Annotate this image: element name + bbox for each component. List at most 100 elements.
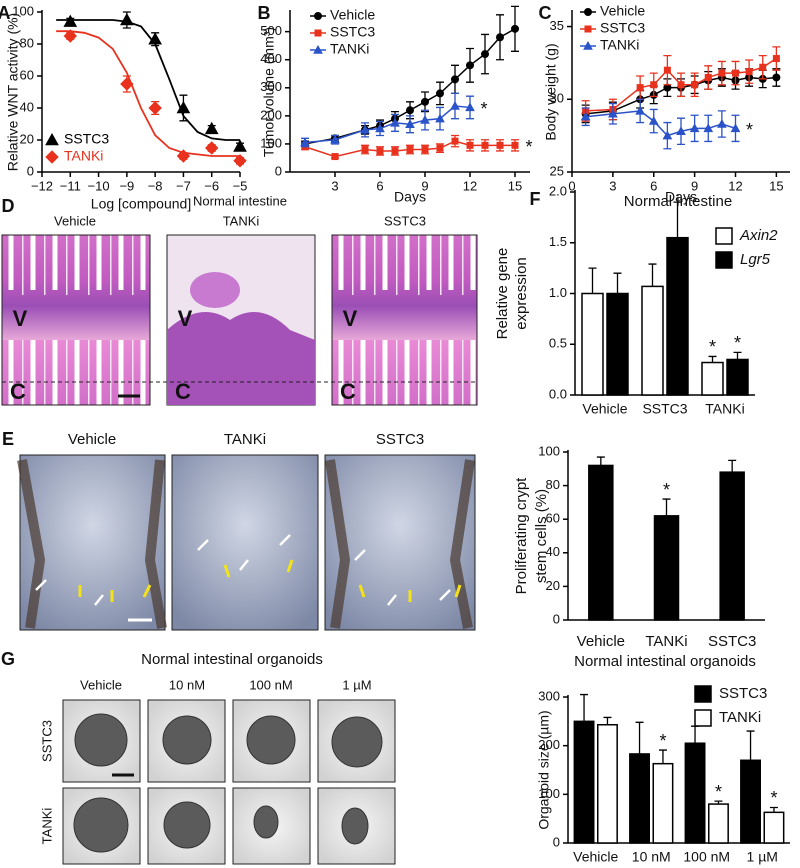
significance: * — [480, 99, 487, 119]
x-tick-label: 0 — [568, 178, 575, 193]
y-axis-label: Proliferating crypt — [513, 477, 530, 595]
y-tick-label: 0 — [27, 163, 34, 178]
x-tick-label: −7 — [176, 178, 191, 193]
marker — [691, 81, 699, 89]
significance: * — [659, 731, 666, 751]
bar — [708, 803, 729, 844]
legend-label: TANKi — [64, 148, 103, 164]
y-tick-label: 25 — [550, 163, 564, 178]
bar — [701, 361, 724, 396]
significance: * — [770, 788, 777, 808]
x-tick-label: −6 — [204, 178, 219, 193]
marker — [772, 73, 781, 82]
marker — [233, 154, 247, 168]
panel-letter: F — [530, 189, 541, 209]
marker — [584, 8, 592, 16]
marker — [745, 68, 753, 76]
marker — [496, 141, 504, 149]
y-tick-label: 400 — [260, 51, 282, 66]
column-label: Vehicle — [80, 677, 122, 692]
error-bar — [658, 749, 667, 764]
marker — [584, 25, 592, 33]
fit-curve — [56, 19, 240, 141]
series-line — [585, 110, 736, 137]
stain — [17, 459, 475, 629]
panel-letter: E — [2, 429, 14, 449]
column-label: TANKi — [224, 431, 266, 448]
bar — [740, 759, 762, 844]
y-axis-label: Relative WNT activity (%) — [5, 13, 21, 171]
region-label: C — [340, 379, 356, 404]
error-bar — [746, 730, 755, 761]
x-tick-label: 1 µM — [747, 849, 778, 865]
region-label: V — [13, 306, 28, 331]
bar — [588, 464, 614, 621]
y-tick-label: 200 — [260, 107, 282, 122]
marker — [375, 123, 385, 133]
column-label: SSTC3 — [384, 213, 426, 228]
y-tick-label: 100 — [12, 3, 34, 18]
bar — [653, 515, 680, 621]
x-tick-label: Vehicle — [577, 633, 625, 650]
organoid — [73, 713, 383, 853]
marker — [648, 116, 659, 125]
marker — [662, 130, 673, 140]
marker — [405, 119, 415, 128]
image-vehicle — [19, 454, 166, 631]
x-tick-label: 100 nM — [683, 849, 730, 865]
legend-swatch — [715, 227, 733, 245]
error-bar — [588, 267, 597, 294]
x-tick-label: −5 — [233, 178, 248, 193]
y-axis-label: Tumor volume (mm³) — [261, 27, 277, 157]
significance: * — [709, 337, 716, 357]
image — [147, 699, 226, 783]
error-bar — [580, 693, 589, 722]
error-bar — [613, 272, 622, 294]
marker — [314, 29, 322, 37]
marker — [717, 118, 727, 128]
significance: * — [734, 333, 741, 353]
y-tick-label: 30 — [550, 91, 564, 106]
y-tick-label: 20 — [546, 578, 560, 593]
legend-label: Axin2 — [739, 227, 778, 244]
x-tick-label: Vehicle — [573, 849, 618, 865]
image-vehicle — [1, 234, 151, 406]
marker — [314, 12, 322, 20]
panel-letter: A — [0, 3, 11, 23]
legend-label: Vehicle — [600, 3, 645, 19]
error-bar — [662, 498, 671, 516]
y-tick-label: 200 — [538, 737, 560, 752]
bar — [641, 285, 664, 396]
x-tick-label: SSTC3 — [642, 401, 687, 417]
legend-label: TANKi — [719, 709, 761, 726]
marker — [421, 97, 429, 106]
region-label: C — [10, 379, 26, 404]
marker — [63, 14, 78, 27]
chart-title: Normal intestinal organoids — [574, 653, 756, 670]
marker — [204, 121, 219, 135]
y-tick-label: 300 — [260, 79, 282, 94]
marker — [436, 144, 444, 152]
x-tick-label: TANKi — [645, 633, 687, 650]
x-tick-label: −10 — [88, 178, 110, 193]
marker — [148, 101, 162, 115]
panel-letter: C — [539, 3, 552, 23]
marker — [676, 126, 686, 135]
error-bar — [673, 201, 682, 238]
panel-title: Normal intestinal organoids — [141, 651, 323, 668]
y-tick-label: 0 — [553, 611, 560, 626]
bar — [763, 811, 785, 844]
marker — [663, 66, 671, 74]
significance: * — [525, 137, 532, 157]
error-bar — [728, 459, 737, 473]
marker — [406, 146, 414, 154]
legend-label: SSTC3 — [330, 24, 375, 40]
crypt-images — [17, 454, 476, 631]
y-tick-label: 0 — [275, 163, 282, 178]
y-tick-label: 300 — [538, 688, 560, 703]
chart-title: Normal intestine — [624, 193, 732, 210]
x-tick-label: 9 — [421, 178, 428, 193]
bar — [666, 236, 689, 396]
marker — [450, 101, 460, 110]
